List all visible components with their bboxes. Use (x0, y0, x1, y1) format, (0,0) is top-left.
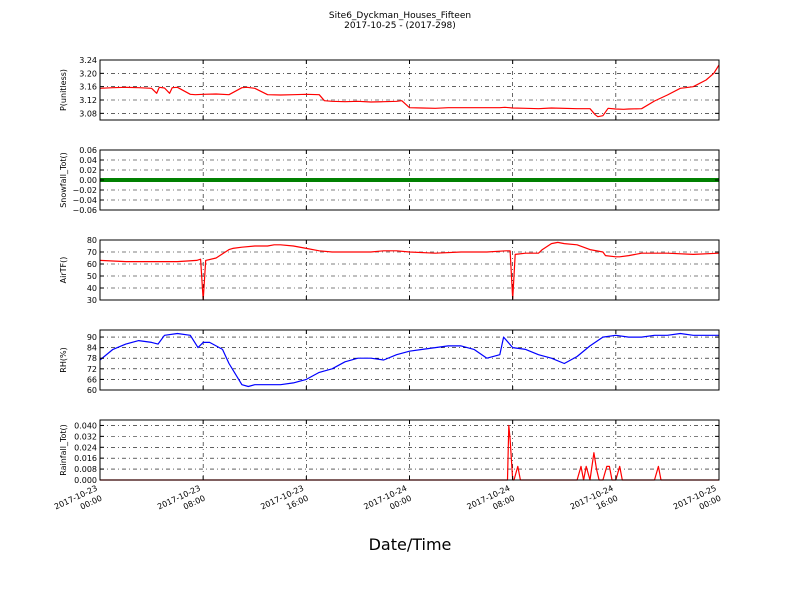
y-tick-label: −0.06 (72, 206, 97, 215)
chart-title: Site6_Dyckman_Houses_Fifteen (328, 11, 472, 21)
x-tick-label: 2017-10-2316:00 (259, 484, 310, 522)
rainfall-panel: 0.000 0.008 0.016 0.024 0.032 0.040 Rainfall_T… (59, 419, 720, 485)
y-tick-label: 3.12 (79, 96, 97, 105)
series-line (99, 241, 720, 301)
y-tick-label: 0.04 (79, 156, 97, 165)
series-line (99, 332, 719, 388)
y-axis-label: AirTF() (59, 257, 68, 284)
y-tick-label: 40 (87, 284, 97, 293)
p-panel: 3.08 3.12 3.16 3.20 3.24 P(unitless) (59, 56, 720, 121)
y-tick-label: 72 (87, 365, 97, 374)
y-tick-label: 78 (87, 354, 97, 363)
y-tick-label: −0.02 (72, 186, 97, 195)
y-tick-label: −0.04 (72, 196, 97, 205)
y-tick-label: 66 (87, 375, 97, 384)
x-tick-label: 2017-10-2500:00 (672, 484, 723, 522)
y-tick-label: 0.032 (74, 432, 97, 441)
y-axis-label: RH(%) (59, 347, 68, 372)
panels: 3.083.123.163.203.24P(unitless)−0.06−0.0… (59, 56, 720, 485)
x-tick-label: 2017-10-2400:00 (362, 484, 413, 522)
y-axis-label: P(unitless) (59, 69, 68, 111)
y-tick-label: 3.08 (79, 109, 97, 118)
y-tick-label: 0.008 (74, 465, 97, 474)
y-tick-label: 30 (87, 296, 97, 305)
y-tick-label: 60 (87, 386, 97, 395)
y-tick-label: 0.06 (79, 146, 97, 155)
y-tick-label: 0.040 (74, 421, 97, 430)
series-line (99, 64, 720, 118)
x-axis-label: Date/Time (369, 535, 452, 554)
y-tick-label: 80 (87, 236, 97, 245)
x-tick-label: 2017-10-2300:00 (53, 484, 104, 522)
y-tick-label: 0.000 (74, 476, 97, 485)
y-tick-label: 0.024 (74, 443, 97, 452)
snowfall-panel: −0.06−0.04−0.020.000.020.040.06 Snowfall_… (59, 146, 720, 215)
airtf-panel: 30 40 50 60 70 80 AirTF() (59, 236, 720, 305)
x-tick-label: 2017-10-2408:00 (466, 484, 517, 522)
y-tick-label: 90 (87, 333, 97, 342)
y-tick-label: 50 (87, 272, 97, 281)
y-tick-label: 70 (87, 248, 97, 257)
x-tick-labels: 2017-10-2300:00 2017-10-2308:00 2017-10-23… (53, 484, 723, 522)
y-tick-label: 60 (87, 260, 97, 269)
y-tick-label: 3.16 (79, 83, 97, 92)
y-axis-label: Snowfall_Tot() (59, 152, 68, 208)
chart-subtitle: 2017-10-25 - (2017-298) (344, 21, 456, 31)
x-tick-label: 2017-10-2416:00 (569, 484, 620, 522)
y-tick-label: 84 (87, 344, 97, 353)
x-tick-label: 2017-10-2308:00 (156, 484, 207, 522)
y-tick-label: 0.016 (74, 454, 97, 463)
y-tick-label: 0.00 (79, 176, 97, 185)
y-tick-label: 0.02 (79, 166, 97, 175)
y-axis-label: Rainfall_Tot() (59, 424, 68, 476)
y-tick-label: 3.20 (79, 69, 97, 78)
y-tick-label: 3.24 (79, 56, 97, 65)
